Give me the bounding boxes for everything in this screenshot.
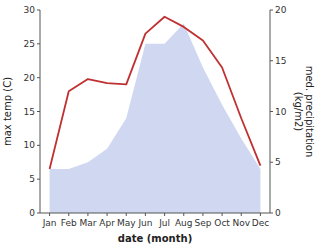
x-axis-line bbox=[40, 213, 270, 214]
y-tick-label: 15 bbox=[24, 107, 35, 117]
y2-tick-label: 15 bbox=[275, 56, 286, 66]
x-tick bbox=[222, 213, 223, 216]
x-tick-label: Oct bbox=[214, 218, 230, 228]
x-tick bbox=[241, 213, 242, 216]
y-tick bbox=[37, 145, 40, 146]
chart: 0 5 10 15 20 25 30 0 5 10 15 20 Jan FebMarAprMayJun Ju… bbox=[0, 0, 318, 247]
y2-tick-label: 20 bbox=[275, 5, 287, 15]
x-tick-label: May bbox=[117, 218, 136, 228]
y2-tick bbox=[270, 10, 273, 11]
y2-tick bbox=[270, 60, 273, 61]
x-tick bbox=[183, 213, 184, 216]
precip-area bbox=[50, 24, 261, 213]
y2-tick-label: 10 bbox=[275, 107, 287, 117]
y2-axis-label-line: (kg/m2) bbox=[293, 92, 304, 132]
x-tick bbox=[260, 213, 261, 216]
y-tick bbox=[37, 10, 40, 11]
x-tick-label: Sep bbox=[194, 218, 211, 228]
x-tick-label: Jul bbox=[158, 218, 170, 228]
y-axis-label: max temp (C) bbox=[2, 77, 13, 146]
y-tick bbox=[37, 111, 40, 112]
x-tick bbox=[87, 213, 88, 216]
x-axis-label: date (month) bbox=[118, 233, 192, 244]
x-tick bbox=[164, 213, 165, 216]
y-tick-label: 0 bbox=[29, 208, 35, 218]
y2-tick bbox=[270, 213, 273, 214]
y-tick bbox=[37, 77, 40, 78]
y2-tick-label: 5 bbox=[275, 157, 281, 167]
y2-axis-label-line: med. precipitation bbox=[304, 66, 315, 158]
y-tick bbox=[37, 43, 40, 44]
y-tick-label: 5 bbox=[29, 174, 35, 184]
x-tick-label: Jan bbox=[42, 218, 57, 228]
x-tick bbox=[107, 213, 108, 216]
y-tick bbox=[37, 179, 40, 180]
y2-tick bbox=[270, 162, 273, 163]
x-tick bbox=[145, 213, 146, 216]
temp-line bbox=[50, 17, 261, 169]
y-tick-label: 20 bbox=[24, 73, 36, 83]
y-tick-label: 30 bbox=[24, 5, 36, 15]
x-tick-label: Jun bbox=[137, 218, 152, 228]
y2-axis-label: med. precipitation(kg/m2) bbox=[293, 66, 315, 158]
x-tick-label: Apr bbox=[99, 218, 115, 228]
y-tick bbox=[37, 213, 40, 214]
plot-area bbox=[50, 17, 261, 213]
x-tick-label: Mar bbox=[79, 218, 96, 228]
x-tick-label: Dec bbox=[252, 218, 269, 228]
x-tick bbox=[202, 213, 203, 216]
x-tick-label: Feb bbox=[61, 218, 77, 228]
y-tick-label: 10 bbox=[24, 140, 36, 150]
y-tick-label: 25 bbox=[24, 39, 35, 49]
x-tick bbox=[68, 213, 69, 216]
x-tick bbox=[49, 213, 50, 216]
y2-tick-label: 0 bbox=[275, 208, 281, 218]
x-tick-label: Nov bbox=[232, 218, 250, 228]
x-tick-label: Aug bbox=[175, 218, 193, 228]
x-tick bbox=[126, 213, 127, 216]
y2-tick bbox=[270, 111, 273, 112]
